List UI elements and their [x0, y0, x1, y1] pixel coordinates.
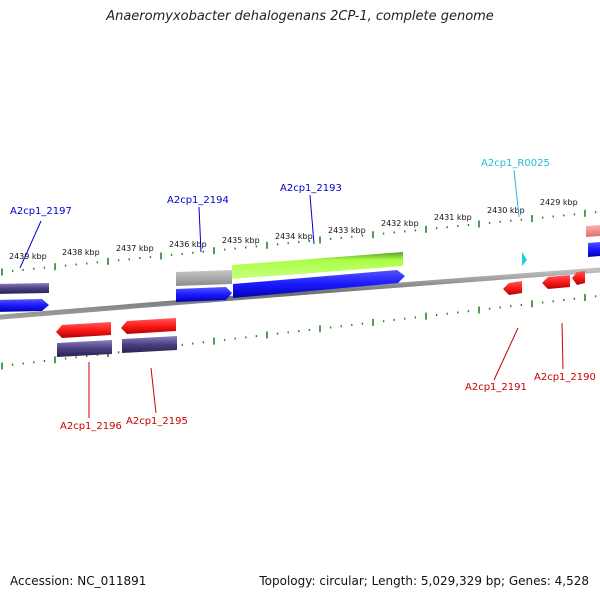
gene-label-r0025[interactable]: A2cp1_R0025 [481, 158, 550, 169]
leader-a2193 [309, 194, 315, 245]
genome-backbone [0, 267, 600, 320]
gene-label-a2191[interactable]: A2cp1_2191 [465, 382, 527, 393]
feature-a2197-track[interactable] [0, 283, 49, 312]
gene-label-a2195[interactable]: A2cp1_2195 [126, 416, 188, 427]
gene-a2191-arrow[interactable] [503, 281, 522, 295]
scale-label-2432: 2432 kbp [381, 219, 419, 228]
leader-a2197 [19, 220, 42, 269]
leader-a2191 [493, 327, 519, 381]
leader-a2190 [561, 322, 564, 370]
gene-a2196-arrow[interactable] [56, 322, 112, 357]
leader-r0025 [513, 169, 520, 218]
scale-label-2431: 2431 kbp [434, 213, 472, 222]
scale-label-2438: 2438 kbp [62, 248, 100, 257]
scale-label-2437: 2437 kbp [116, 244, 154, 253]
feature-a2194-gray[interactable] [176, 270, 232, 286]
scale-label-2433: 2433 kbp [328, 226, 366, 235]
scale-label-2435: 2435 kbp [222, 236, 260, 245]
gene-a2195-arrow[interactable] [121, 318, 177, 353]
feature-a2193-green[interactable] [232, 252, 403, 279]
gene-label-a2196[interactable]: A2cp1_2196 [60, 421, 122, 432]
gene-r0025-marker[interactable] [522, 252, 527, 266]
scale-label-2434: 2434 kbp [275, 232, 313, 241]
scale-label-2439: 2439 kbp [9, 252, 47, 261]
upper-scale-ticks [1, 209, 597, 276]
gene-label-a2197[interactable]: A2cp1_2197 [10, 206, 72, 217]
leader-a2194 [198, 206, 202, 253]
scale-label-2429: 2429 kbp [540, 198, 578, 207]
gene-a2194-arrow[interactable] [176, 287, 232, 302]
gene-a2193-arrow[interactable] [233, 270, 405, 298]
scale-label-2430: 2430 kbp [487, 206, 525, 215]
accession-text: Accession: NC_011891 [10, 574, 147, 588]
gene-label-a2190[interactable]: A2cp1_2190 [534, 372, 596, 383]
leader-a2195 [150, 367, 157, 414]
scale-label-2436: 2436 kbp [169, 240, 207, 249]
gene-a2190-arrow[interactable] [542, 271, 585, 289]
gene-label-a2194[interactable]: A2cp1_2194 [167, 195, 229, 206]
feature-right-edge[interactable] [586, 225, 600, 257]
gene-label-a2193[interactable]: A2cp1_2193 [280, 183, 342, 194]
genome-title: Anaeromyxobacter dehalogenans 2CP-1, com… [106, 9, 494, 24]
genome-stats-text: Topology: circular; Length: 5,029,329 bp… [259, 574, 589, 588]
